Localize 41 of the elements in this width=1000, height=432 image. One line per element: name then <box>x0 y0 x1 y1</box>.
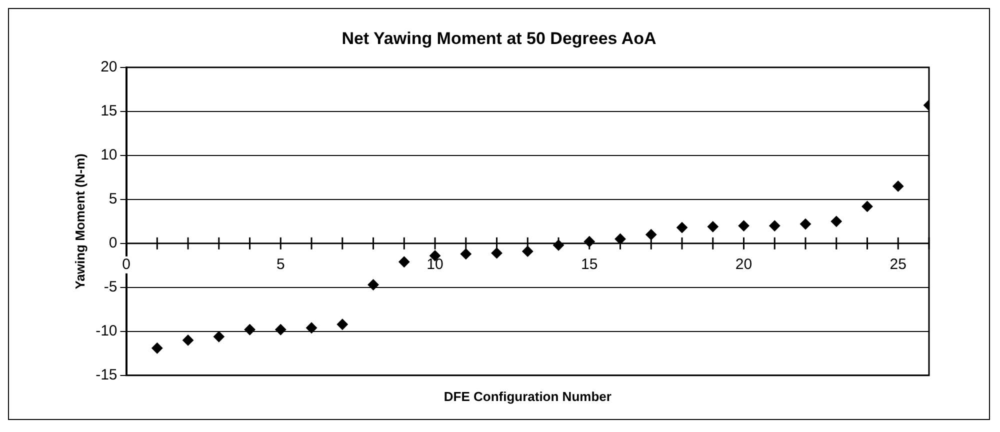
point <box>614 234 626 244</box>
y-tick-label: 5 <box>108 190 118 208</box>
point <box>306 322 318 334</box>
point <box>491 248 502 259</box>
point <box>800 218 812 230</box>
point <box>892 180 904 192</box>
y-tick-label: 0 <box>108 234 118 252</box>
x-tick-label: 0 <box>122 256 130 274</box>
chart-title: Net Yawing Moment at 50 Degrees AoA <box>342 28 656 48</box>
point <box>275 324 286 336</box>
point <box>830 216 842 227</box>
point <box>707 221 718 232</box>
point <box>182 334 194 346</box>
x-axis-title: DFE Configuration Number <box>444 388 612 404</box>
point <box>152 342 163 354</box>
point <box>769 220 780 232</box>
x-tick-label: 25 <box>890 256 906 274</box>
x-tick-label: 5 <box>276 256 285 274</box>
point <box>584 236 595 248</box>
y-tick-label: -10 <box>96 322 118 340</box>
y-tick-label: 10 <box>100 146 118 164</box>
point <box>213 331 224 342</box>
y-tick-label: -5 <box>104 278 118 296</box>
y-tick-label: 20 <box>100 58 118 76</box>
x-tick-label: 10 <box>426 256 444 274</box>
y-tick-label: 15 <box>100 102 118 120</box>
point <box>398 256 410 268</box>
point <box>336 318 348 330</box>
point <box>244 324 256 336</box>
x-tick-label: 20 <box>735 256 752 274</box>
point <box>646 229 657 240</box>
point <box>738 220 750 232</box>
point <box>460 248 472 260</box>
point <box>553 240 564 251</box>
x-tick-label: 15 <box>581 256 598 274</box>
y-tick-label: -15 <box>96 366 118 384</box>
point <box>522 246 534 257</box>
point <box>676 222 688 234</box>
y-axis-title: Yawing Moment (N-m) <box>72 154 88 290</box>
point <box>368 279 379 290</box>
point <box>862 200 873 212</box>
